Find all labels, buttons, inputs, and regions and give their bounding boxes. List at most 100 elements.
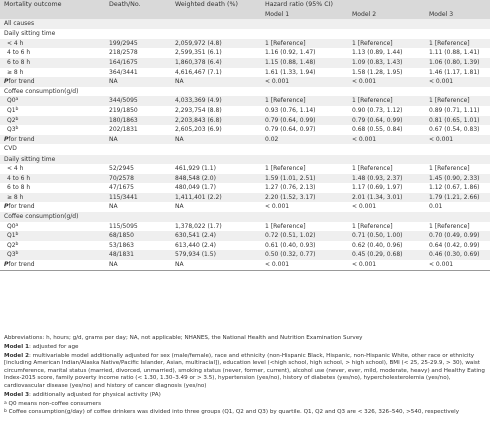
footnote-b: b Coffee consumption(g/day) of coffee dr…	[4, 409, 460, 416]
p-trend-row: Pfor trend NA NA 0.02 < 0.001 < 0.001	[0, 134, 490, 145]
cell-model3: 1 [Reference]	[429, 97, 470, 105]
cell-deaths: 199/2945	[109, 39, 138, 47]
cell-weighted: 2,203,843 (6.8)	[175, 116, 222, 124]
cell-weighted: 4,033,369 (4.9)	[175, 97, 222, 105]
group-label: Coffee consumption(g/d)	[4, 87, 79, 95]
cell-weighted: 2,599,351 (6.1)	[175, 49, 222, 57]
table-row: Q3b 202/1831 2,605,203 (6.9) 0.79 (0.64,…	[0, 125, 490, 135]
cell-model1: 1 [Reference]	[265, 165, 306, 173]
cell-model2: 2.01 (1.34, 3.01)	[352, 193, 403, 201]
row-label: Q2b	[7, 116, 19, 124]
table-footnotes: Abbreviations: h, hours; g/d, grams per …	[4, 335, 488, 418]
table-row: Q0a 115/5095 1,378,022 (1.7) 1 [Referenc…	[0, 222, 490, 232]
group-label: Daily sitting time	[4, 30, 56, 38]
cell-deaths: 115/3441	[109, 193, 138, 201]
cell-weighted: 2,605,203 (6.9)	[175, 126, 222, 134]
row-label: ≥ 8 h	[7, 68, 24, 76]
table-row: 4 to 6 h 218/2578 2,599,351 (6.1) 1.16 (…	[0, 48, 490, 58]
model1-note: Model 1: adjusted for age	[4, 343, 79, 350]
cell-model1: 0.79 (0.64, 0.99)	[265, 116, 316, 124]
cell-model1: < 0.001	[265, 78, 290, 86]
cell-weighted: 613,440 (2.4)	[175, 241, 216, 249]
cell-model2: 1 [Reference]	[352, 97, 393, 105]
row-label: 4 to 6 h	[7, 49, 31, 57]
cell-model2: 1.09 (0.83, 1.43)	[352, 58, 403, 66]
group-label-row: Daily sitting time	[0, 154, 490, 165]
row-label: Q2b	[7, 241, 19, 249]
table-header-row: Mortality outcome Death/No. Weighted dea…	[0, 0, 490, 11]
cell-model2: < 0.001	[352, 135, 377, 143]
table-row: Q0a 344/5095 4,033,369 (4.9) 1 [Referenc…	[0, 96, 490, 106]
cell-model3: < 0.001	[429, 78, 454, 86]
row-label: < 4 h	[7, 39, 24, 47]
model2-note: Model 2: multivariable model additionall…	[4, 352, 485, 389]
cell-deaths: NA	[109, 203, 118, 211]
table-row: ≥ 8 h 115/3441 1,411,401 (2.2) 2.20 (1.5…	[0, 192, 490, 203]
cell-model3: 1.45 (0.90, 2.33)	[429, 174, 480, 182]
p-trend-label: Pfor trend	[4, 203, 35, 211]
row-label: < 4 h	[7, 165, 24, 173]
cell-deaths: 164/1675	[109, 58, 138, 66]
cell-model2: 0.79 (0.64, 0.99)	[352, 116, 403, 124]
p-trend-row: Pfor trend NA NA < 0.001 < 0.001 < 0.001	[0, 260, 490, 271]
p-trend-row: Pfor trend NA NA < 0.001 < 0.001 0.01	[0, 202, 490, 212]
col-header-weighted: Weighted death (%)	[175, 1, 238, 8]
table-row: Q1b 219/1850 2,293,754 (8.8) 0.93 (0.76,…	[0, 106, 490, 116]
cell-deaths: 47/1675	[109, 184, 134, 192]
row-label: Q1b	[7, 106, 19, 114]
section-title: CVD	[4, 145, 17, 153]
table-row: < 4 h 199/2945 2,059,972 (4.8) 1 [Refere…	[0, 38, 490, 49]
cell-model3: < 0.001	[429, 135, 454, 143]
cell-model3: 0.89 (0.71, 1.11)	[429, 106, 480, 114]
cell-model1: 0.50 (0.32, 0.77)	[265, 251, 316, 259]
col-header-deaths: Death/No.	[109, 1, 141, 8]
table-row: Q2b 180/1863 2,203,843 (6.8) 0.79 (0.64,…	[0, 115, 490, 126]
cell-model1: 0.79 (0.64, 0.97)	[265, 126, 316, 134]
cell-model3: 1.11 (0.88, 1.41)	[429, 49, 480, 57]
group-label: Daily sitting time	[4, 155, 56, 163]
row-label: Q0a	[7, 222, 19, 230]
cell-weighted: NA	[175, 203, 184, 211]
cell-model2: 0.90 (0.73, 1.12)	[352, 106, 403, 114]
cell-model2: 1 [Reference]	[352, 222, 393, 230]
cell-model2: 1.17 (0.69, 1.97)	[352, 184, 403, 192]
cell-model2: 1.13 (0.89, 1.44)	[352, 49, 403, 57]
col-header-hazard: Hazard ratio (95% CI)	[265, 1, 333, 8]
cell-deaths: 202/1831	[109, 126, 138, 134]
group-label-row: Coffee consumption(g/d)	[0, 212, 490, 222]
cell-model1: 0.61 (0.40, 0.93)	[265, 241, 316, 249]
cell-deaths: 219/1850	[109, 106, 138, 114]
cell-model2: 1.48 (0.93, 2.37)	[352, 174, 403, 182]
cell-deaths: 70/2578	[109, 174, 134, 182]
cell-model3: 1.79 (1.21, 2.66)	[429, 193, 480, 201]
cell-model1: < 0.001	[265, 203, 290, 211]
cell-model3: 1 [Reference]	[429, 222, 470, 230]
table-row: Q3b 48/1831 579,934 (1.5) 0.50 (0.32, 0.…	[0, 250, 490, 261]
cell-model2: < 0.001	[352, 78, 377, 86]
cell-deaths: 180/1863	[109, 116, 138, 124]
cell-deaths: 364/3441	[109, 68, 138, 76]
cell-deaths: 53/1863	[109, 241, 134, 249]
cell-model3: 0.46 (0.30, 0.69)	[429, 251, 480, 259]
cell-weighted: NA	[175, 78, 184, 86]
cell-model1: 0.72 (0.51, 1.02)	[265, 232, 316, 240]
cell-model3: 0.67 (0.54, 0.83)	[429, 126, 480, 134]
cell-deaths: NA	[109, 261, 118, 269]
cell-weighted: 579,934 (1.5)	[175, 251, 216, 259]
cell-model1: 1 [Reference]	[265, 39, 306, 47]
cell-model3: 1.12 (0.67, 1.86)	[429, 184, 480, 192]
cell-weighted: 1,411,401 (2.2)	[175, 193, 222, 201]
cell-model1: 1.16 (0.92, 1.47)	[265, 49, 316, 57]
cell-model3: 1 [Reference]	[429, 165, 470, 173]
cell-weighted: 2,059,972 (4.8)	[175, 39, 222, 47]
cell-model1: 1.59 (1.01, 2.51)	[265, 174, 316, 182]
cell-deaths: 52/2945	[109, 165, 134, 173]
row-label: 4 to 6 h	[7, 174, 31, 182]
row-label: ≥ 8 h	[7, 193, 24, 201]
group-label-row: Coffee consumption(g/d)	[0, 87, 490, 97]
table-row: < 4 h 52/2945 461,929 (1.1) 1 [Reference…	[0, 164, 490, 174]
table-row: Q2b 53/1863 613,440 (2.4) 0.61 (0.40, 0.…	[0, 241, 490, 251]
col-header-model1: Model 1	[265, 11, 290, 18]
cell-model2: 0.71 (0.50, 1.00)	[352, 232, 403, 240]
row-label: 6 to 8 h	[7, 58, 31, 66]
